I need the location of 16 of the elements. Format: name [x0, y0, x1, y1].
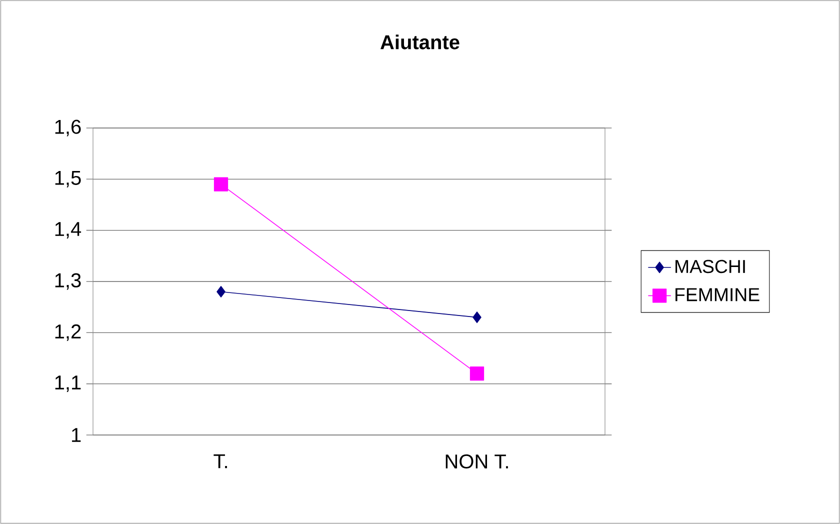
y-tick-label: 1,2 [55, 324, 81, 341]
point [214, 177, 228, 192]
point [470, 366, 484, 381]
point [472, 312, 482, 324]
legend-label: MASCHI [676, 260, 745, 274]
y-tick-label: 1,6 [55, 120, 81, 136]
legend-label: FEMMINE [676, 288, 760, 302]
y-tick-label: 1,3 [55, 273, 81, 290]
point [216, 286, 226, 298]
x-tick-label: NON T. [446, 454, 508, 469]
x-tick-label: T. [214, 454, 227, 468]
y-tick-label: 1,1 [55, 376, 81, 392]
y-tick-label: 1 [72, 428, 81, 442]
y-tick-label: 1,4 [55, 222, 82, 238]
chart-title: Aiutante [380, 34, 460, 50]
y-tick-label: 1,5 [55, 171, 81, 188]
